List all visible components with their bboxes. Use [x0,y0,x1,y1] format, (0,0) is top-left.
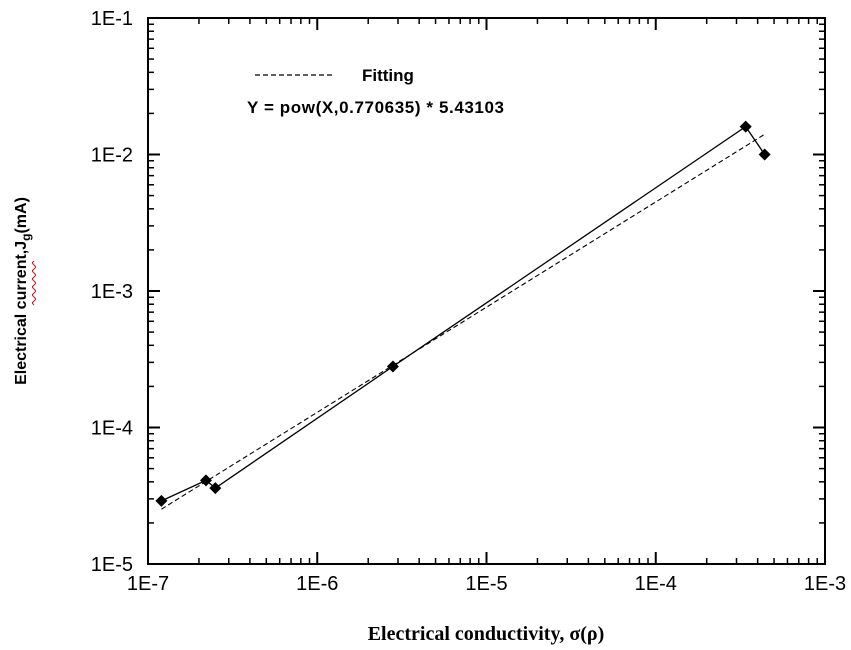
y-axis-title-unit: (mA) [13,197,30,233]
x-tick-label: 1E-3 [804,573,846,595]
x-tick-label: 1E-7 [127,573,169,595]
series-layer [155,120,771,510]
y-axis-title-main: Electrical current,J [13,241,30,385]
x-tick-labels: 1E-7 1E-6 1E-5 1E-4 1E-3 [127,573,846,595]
y-tick-label: 1E-4 [91,418,133,440]
data-point-marker [739,120,752,133]
data-point-marker [386,360,399,373]
spellcheck-underline [32,260,36,306]
fit-line [161,133,765,510]
x-axis-title: Electrical conductivity, σ(ρ) [368,623,605,645]
data-point-marker [199,474,212,487]
y-tick-label: 1E-1 [91,8,133,30]
x-tick-label: 1E-4 [635,573,677,595]
legend-label: Fitting [362,66,414,85]
data-point-marker [155,494,168,507]
y-tick-label: 1E-2 [91,145,133,167]
y-tick-label: 1E-5 [91,554,133,576]
y-axis-title-sub: g [19,234,33,241]
data-series-line [161,125,766,502]
major-ticks [147,17,826,565]
data-point-marker [209,482,222,495]
x-tick-label: 1E-6 [296,573,338,595]
minor-ticks [148,18,825,564]
fit-equation: Y = pow(X,0.770635) * 5.43103 [247,98,505,117]
x-tick-label: 1E-5 [465,573,507,595]
y-tick-labels: 1E-5 1E-4 1E-3 1E-2 1E-1 [91,8,133,576]
y-axis-title: Electrical current,Jg(mA) [13,197,33,385]
data-point-marker [758,148,771,161]
y-tick-label: 1E-3 [91,281,133,303]
